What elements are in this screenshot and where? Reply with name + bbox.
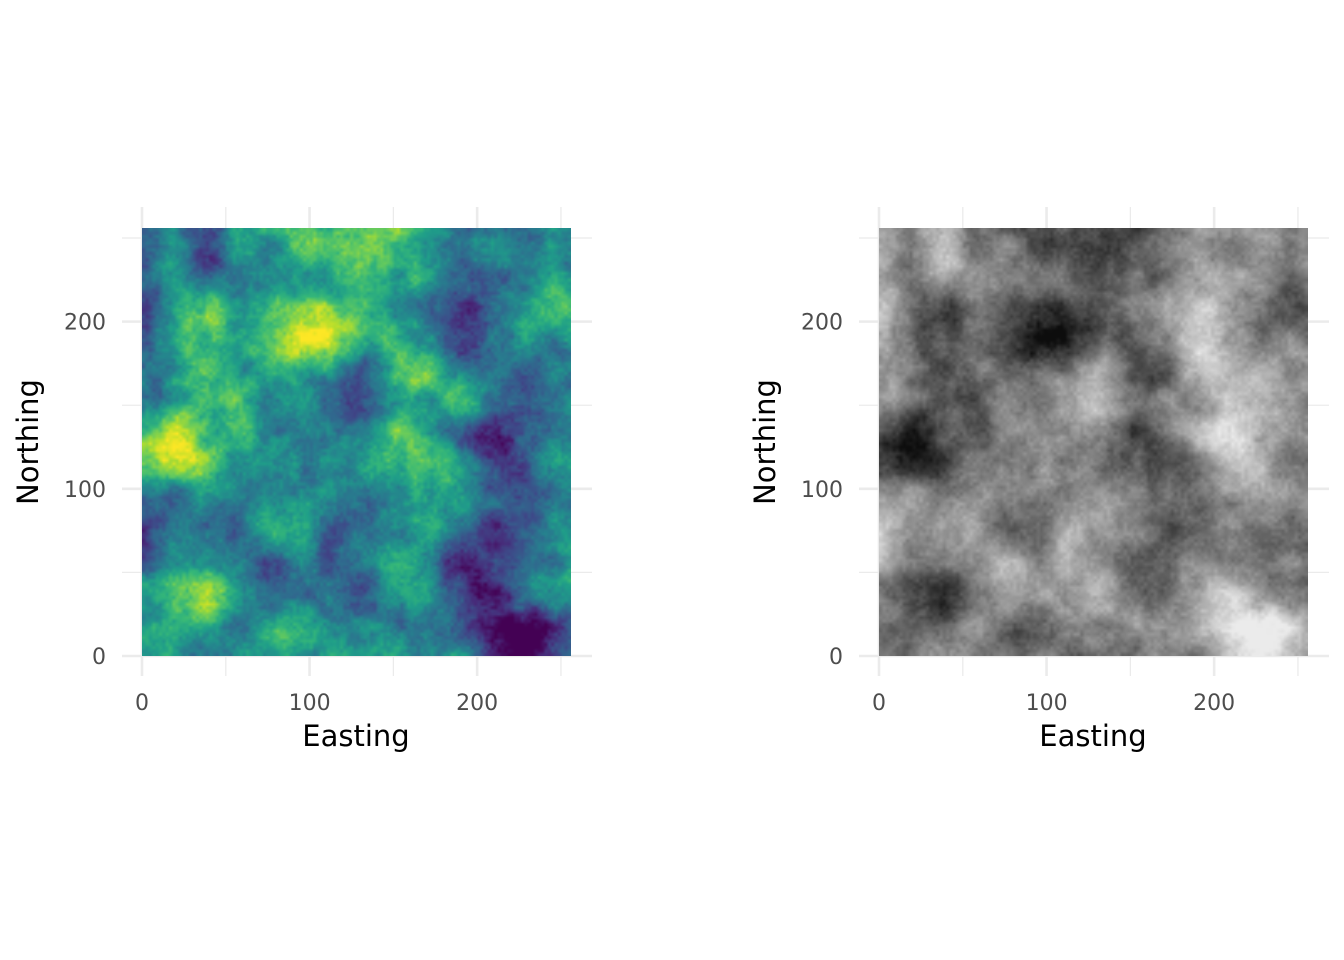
y-tick-label: 0 xyxy=(829,645,843,670)
x-tick-labels: 0 100 200 xyxy=(135,691,498,716)
y-tick-label: 200 xyxy=(64,311,106,336)
x-tick-label: 0 xyxy=(135,691,149,716)
y-tick-label: 100 xyxy=(801,478,843,503)
heatmap-panel-viridis: 0 100 200 0 100 200 Easting Northing xyxy=(11,207,592,753)
y-axis-title: Northing xyxy=(748,379,782,505)
x-axis-title: Easting xyxy=(1039,719,1146,753)
x-tick-label: 200 xyxy=(456,691,498,716)
y-tick-labels: 0 100 200 xyxy=(801,311,843,670)
x-tick-label: 100 xyxy=(289,691,331,716)
y-tick-label: 0 xyxy=(92,645,106,670)
x-tick-label: 0 xyxy=(872,691,886,716)
y-tick-label: 200 xyxy=(801,311,843,336)
x-tick-label: 200 xyxy=(1193,691,1235,716)
heatmap-raster xyxy=(879,228,1308,656)
y-tick-labels: 0 100 200 xyxy=(64,311,106,670)
x-tick-label: 100 xyxy=(1026,691,1068,716)
x-tick-labels: 0 100 200 xyxy=(872,691,1235,716)
y-tick-label: 100 xyxy=(64,478,106,503)
y-axis-title: Northing xyxy=(11,379,45,505)
heatmap-raster xyxy=(142,228,571,656)
x-axis-title: Easting xyxy=(302,719,409,753)
heatmap-panel-greyscale: 0 100 200 0 100 200 Easting Northing xyxy=(748,207,1329,753)
